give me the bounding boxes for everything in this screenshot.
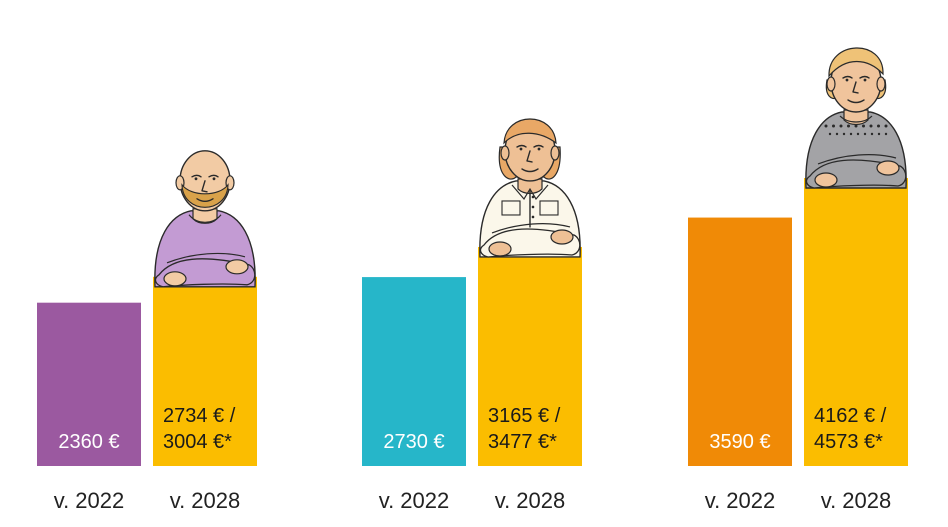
bar-group3-2028 bbox=[804, 177, 908, 466]
labels-layer: 2360 € v. 2022 2734 € / 3004 €* v. 2028 2730 … bbox=[54, 405, 892, 513]
value-label-group2-2028-line2: 3477 €* bbox=[488, 431, 557, 453]
bar-group2-2022 bbox=[362, 277, 466, 466]
bar-group3-2022 bbox=[688, 217, 792, 466]
value-label-group1-2028-line1: 2734 € / bbox=[163, 405, 236, 427]
category-label-group1-2028: v. 2028 bbox=[170, 488, 241, 513]
bar-group1-2028 bbox=[153, 276, 257, 466]
young-woman-illustration bbox=[479, 118, 581, 258]
value-label-group1-2022: 2360 € bbox=[58, 431, 119, 453]
category-label-group3-2022: v. 2022 bbox=[705, 488, 776, 513]
older-woman-illustration bbox=[805, 47, 907, 189]
value-label-group3-2028-line2: 4573 €* bbox=[814, 431, 883, 453]
category-label-group2-2028: v. 2028 bbox=[495, 488, 566, 513]
bar-group2-2028 bbox=[478, 246, 582, 466]
value-label-group2-2028-line1: 3165 € / bbox=[488, 405, 561, 427]
value-label-group3-2022: 3590 € bbox=[709, 431, 770, 453]
category-label-group3-2028: v. 2028 bbox=[821, 488, 892, 513]
bars-layer bbox=[37, 177, 908, 466]
category-label-group2-2022: v. 2022 bbox=[379, 488, 450, 513]
bald-bearded-man-illustration bbox=[154, 150, 256, 288]
bar-group1-2022 bbox=[37, 302, 141, 466]
category-label-group1-2022: v. 2022 bbox=[54, 488, 125, 513]
value-label-group2-2022: 2730 € bbox=[383, 431, 444, 453]
illustrations-layer bbox=[154, 47, 907, 288]
value-label-group3-2028-line1: 4162 € / bbox=[814, 405, 887, 427]
value-label-group1-2028-line2: 3004 €* bbox=[163, 431, 232, 453]
